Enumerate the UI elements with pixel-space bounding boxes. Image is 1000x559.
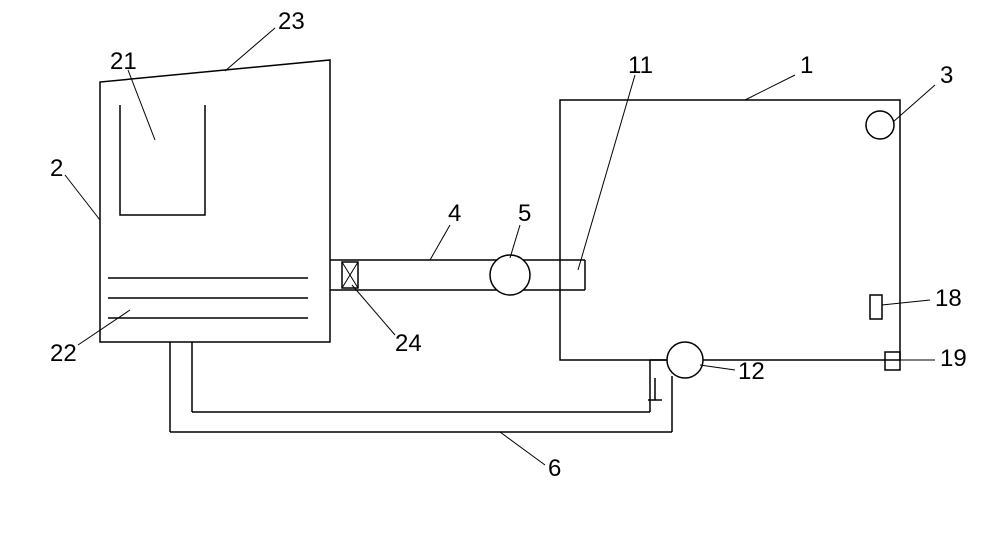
leader-2 <box>65 175 100 220</box>
label-1: 1 <box>800 52 813 80</box>
right-container <box>560 100 900 360</box>
rect-19 <box>885 352 900 370</box>
leader-4 <box>430 225 450 260</box>
label-22: 22 <box>50 340 77 368</box>
leader-5 <box>510 225 520 258</box>
leader-24 <box>352 285 395 335</box>
leader-23 <box>225 28 275 71</box>
schematic-svg <box>0 0 1000 559</box>
label-23: 23 <box>278 8 305 36</box>
label-21: 21 <box>110 48 137 76</box>
label-24: 24 <box>395 330 422 358</box>
leader-21 <box>128 70 155 140</box>
circle-3 <box>866 111 894 139</box>
leader-1 <box>745 75 795 100</box>
leader-6 <box>500 432 545 465</box>
label-3: 3 <box>940 62 953 90</box>
label-5: 5 <box>518 200 531 228</box>
label-12: 12 <box>738 358 765 386</box>
pump-5 <box>490 255 530 295</box>
left-container <box>100 60 330 342</box>
label-11: 11 <box>628 52 653 80</box>
label-18: 18 <box>935 285 962 313</box>
label-6: 6 <box>548 455 561 483</box>
leader-22 <box>78 310 130 345</box>
label-2: 2 <box>50 155 63 183</box>
pump-12 <box>667 342 703 378</box>
inner-box-21 <box>120 105 205 215</box>
leader-11 <box>578 75 635 270</box>
leader-12 <box>700 365 735 370</box>
rect-18 <box>870 295 882 319</box>
leader-18 <box>882 300 930 305</box>
label-19: 19 <box>940 345 967 373</box>
label-4: 4 <box>448 200 461 228</box>
